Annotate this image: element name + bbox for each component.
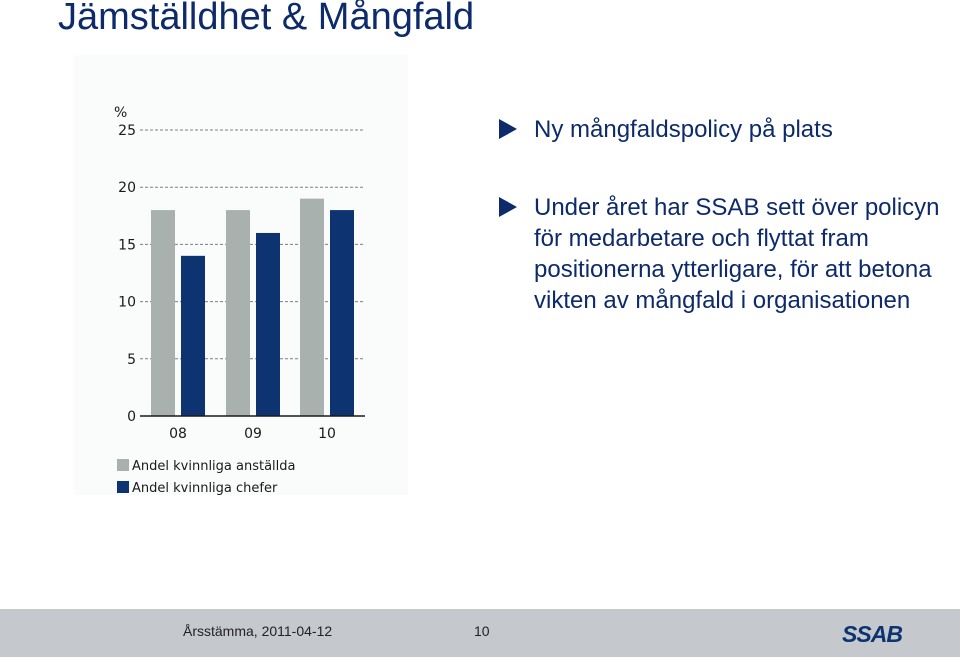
ssab-logo: SSAB (842, 621, 903, 647)
x-tick-label: 09 (244, 426, 262, 442)
y-unit-label: % (114, 105, 127, 121)
page-title: Jämställdhet & Mångfald (58, 0, 475, 38)
page-number: 10 (474, 623, 490, 639)
legend-swatch (117, 481, 129, 493)
bullet-item: Under året har SSAB sett över policyn fö… (498, 192, 960, 316)
y-tick-label: 5 (127, 352, 136, 368)
footer-date: Årsstämma, 2011-04-12 (183, 623, 333, 639)
bar-employees (300, 198, 324, 416)
legend-label: Andel kvinnliga anställda (132, 459, 296, 474)
bar-employees (226, 210, 250, 416)
bullet-text: Under året har SSAB sett över policyn fö… (534, 194, 940, 314)
triangle-bullet-icon (498, 114, 534, 145)
bar-employees (151, 210, 175, 416)
bar-chart: % 0 5 10 15 20 25 08 09 10 Andel kvinnliga anställ… (114, 105, 365, 495)
legend-swatch (117, 459, 129, 471)
y-tick-label: 15 (118, 237, 136, 253)
triangle-bullet-icon (498, 192, 534, 223)
y-tick-label: 25 (118, 123, 136, 139)
x-tick-label: 10 (318, 426, 336, 442)
svg-text:SSAB: SSAB (842, 621, 902, 647)
y-tick-label: 0 (127, 409, 136, 425)
bar-managers (330, 210, 354, 416)
bar-managers (181, 255, 205, 416)
legend-label: Andel kvinnliga chefer (132, 481, 278, 495)
chart-panel: % 0 5 10 15 20 25 08 09 10 Andel kvinnliga anställ… (74, 55, 408, 495)
y-tick-label: 10 (118, 295, 136, 311)
bullet-text: Ny mångfaldspolicy på plats (534, 116, 833, 143)
x-tick-label: 08 (169, 426, 187, 442)
footer-bar: Årsstämma, 2011-04-12 10 SSAB (0, 609, 960, 657)
y-tick-label: 20 (118, 180, 136, 196)
bar-managers (256, 232, 280, 416)
bullet-item: Ny mångfaldspolicy på plats (498, 114, 960, 145)
